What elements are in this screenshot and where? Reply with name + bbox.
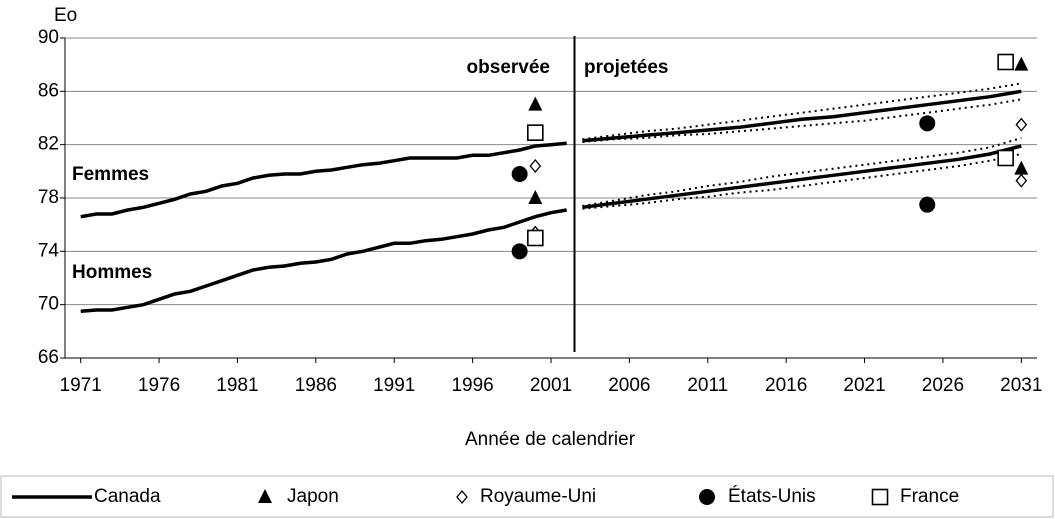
canada-line (582, 144, 1022, 210)
x-tick-label: 1996 (451, 375, 493, 396)
marker-circle (919, 115, 936, 132)
legend-swatch (699, 489, 715, 505)
legend-box (0, 475, 1054, 518)
annotation: projetées (584, 57, 668, 78)
x-tick-label: 2016 (765, 375, 807, 396)
legend-label: États-Unis (728, 486, 816, 507)
projection-bound (582, 82, 1022, 141)
marker-square (997, 149, 1014, 167)
x-tick-label: 2031 (1000, 375, 1042, 396)
marker-diamond (529, 158, 542, 174)
legend-swatch (456, 489, 468, 505)
x-tick-label: 1981 (216, 375, 258, 396)
x-tick-label: 1976 (138, 375, 180, 396)
marker-triangle (1014, 160, 1029, 175)
legend-label: Japon (287, 486, 339, 507)
marker-square (527, 124, 544, 141)
marker-circle (511, 166, 528, 182)
annotation: Hommes (72, 262, 152, 283)
legend-label: Royaume-Uni (480, 486, 596, 507)
y-tick-label: 66 (38, 347, 59, 368)
legend-label: France (900, 486, 959, 507)
canada-line (582, 89, 1022, 143)
y-tick-label: 70 (38, 294, 59, 315)
y-tick-label: 86 (38, 80, 59, 101)
y-tick-label: 74 (38, 240, 60, 261)
annotation: observée (467, 57, 550, 78)
x-tick-label: 2006 (608, 375, 650, 396)
x-tick-label: 2001 (530, 375, 572, 396)
marker-circle (919, 196, 936, 213)
marker-circle (511, 243, 528, 260)
marker-square (997, 53, 1014, 71)
x-tick-label: 1986 (295, 375, 337, 396)
x-tick-label: 2021 (843, 375, 885, 396)
y-tick-label: 78 (38, 187, 59, 208)
marker-square (527, 229, 544, 247)
projection-bound (582, 153, 1022, 210)
marker-diamond (1015, 173, 1028, 188)
canada-line (80, 141, 567, 219)
projection-bound (582, 98, 1022, 143)
y-tick-label: 82 (38, 134, 59, 155)
x-axis-label: Année de calendrier (465, 429, 636, 450)
legend-swatch (871, 488, 889, 506)
y-tick-label: 90 (38, 27, 59, 48)
marker-triangle (1014, 56, 1029, 71)
marker-triangle (528, 190, 543, 204)
x-tick-label: 2026 (922, 375, 964, 396)
marker-diamond (1015, 117, 1028, 132)
annotation: Femmes (72, 164, 149, 185)
canada-line (80, 208, 567, 314)
projection-bound (582, 137, 1022, 207)
marker-triangle (528, 96, 543, 111)
legend-swatch (258, 489, 272, 503)
x-tick-label: 2011 (687, 375, 728, 396)
x-tick-label: 1991 (373, 375, 415, 396)
y-axis-label: Eo (54, 5, 77, 26)
x-tick-label: 1971 (60, 375, 102, 396)
legend-label: Canada (94, 486, 161, 507)
